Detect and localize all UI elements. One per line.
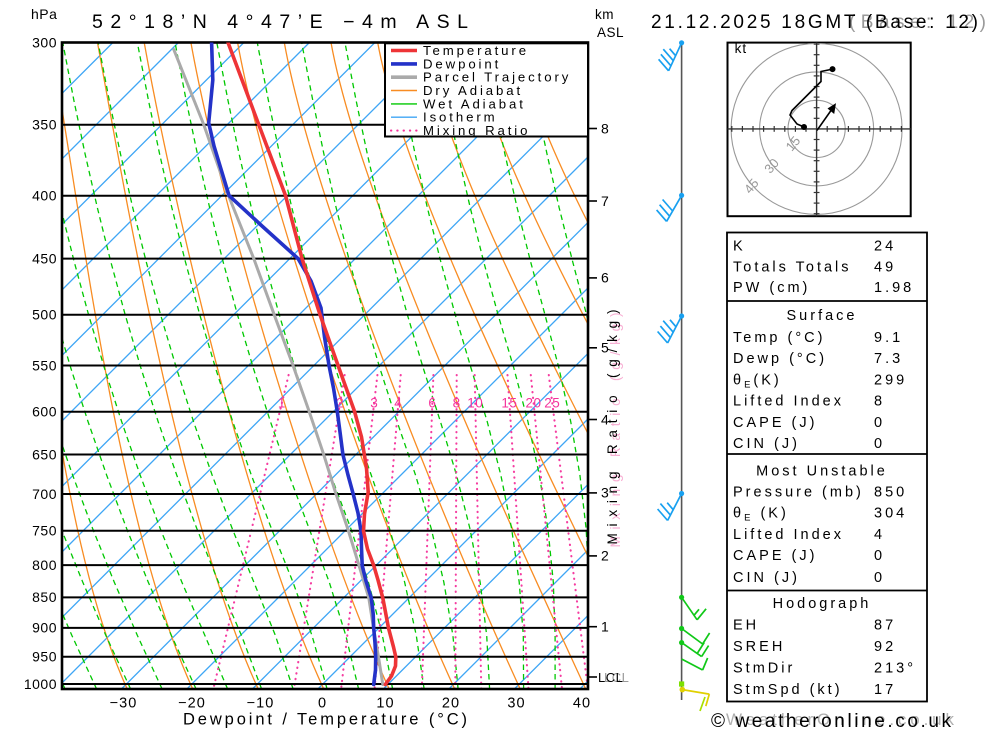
svg-text:Temp (°C): Temp (°C) <box>733 330 825 346</box>
svg-text:Isotherm: Isotherm <box>423 110 498 125</box>
svg-text:Mixing Ratio: Mixing Ratio <box>423 123 530 138</box>
svg-text:Surface: Surface <box>787 308 858 324</box>
svg-text:400: 400 <box>32 188 57 204</box>
svg-text:950: 950 <box>32 649 57 665</box>
svg-text:PW (cm): PW (cm) <box>733 280 810 296</box>
svg-text:1: 1 <box>601 619 609 635</box>
svg-text:Lifted Index: Lifted Index <box>733 394 844 410</box>
svg-text:15: 15 <box>501 396 517 411</box>
svg-text:CIN (J): CIN (J) <box>733 436 800 452</box>
svg-text:20: 20 <box>442 696 460 712</box>
svg-text:CIN (J): CIN (J) <box>733 570 800 586</box>
svg-text:0: 0 <box>874 548 885 564</box>
svg-text:LCL: LCL <box>598 670 623 685</box>
svg-text:CAPE (J): CAPE (J) <box>733 548 817 564</box>
svg-text:3: 3 <box>370 396 378 411</box>
svg-text:92: 92 <box>874 639 896 655</box>
svg-text:StmSpd (kt): StmSpd (kt) <box>733 682 843 698</box>
svg-text:Temperature: Temperature <box>423 43 529 58</box>
svg-text:49: 49 <box>874 260 896 276</box>
svg-text:6: 6 <box>601 270 609 286</box>
svg-text:WeatherOnline.co.uk: WeatherOnline.co.uk <box>726 710 955 729</box>
svg-text:0: 0 <box>874 415 885 431</box>
svg-text:850: 850 <box>874 485 907 501</box>
svg-text:0: 0 <box>874 570 885 586</box>
svg-text:6: 6 <box>428 396 436 411</box>
svg-text:Wet Adiabat: Wet Adiabat <box>423 96 526 111</box>
svg-text:1: 1 <box>278 396 286 411</box>
svg-text:−20: −20 <box>178 696 206 712</box>
svg-text:Pressure (mb): Pressure (mb) <box>733 485 864 501</box>
svg-text:8: 8 <box>453 396 461 411</box>
svg-text:km: km <box>595 7 614 22</box>
svg-text:Dewpoint / Temperature (°C): Dewpoint / Temperature (°C) <box>183 711 467 729</box>
svg-text:Hodograph: Hodograph <box>773 596 872 612</box>
svg-text:−10: −10 <box>247 696 275 712</box>
svg-text:40: 40 <box>573 696 591 712</box>
svg-text:850: 850 <box>32 589 57 605</box>
svg-text:3: 3 <box>601 485 609 501</box>
svg-text:30: 30 <box>507 696 525 712</box>
svg-text:8: 8 <box>874 394 885 410</box>
svg-text:450: 450 <box>32 250 57 266</box>
svg-text:304: 304 <box>874 506 907 522</box>
svg-text:7.3: 7.3 <box>874 351 903 367</box>
svg-text:750: 750 <box>32 523 57 539</box>
svg-text:Most Unstable: Most Unstable <box>756 464 888 480</box>
svg-text:© weatheronline.co.uk: © weatheronline.co.uk <box>711 711 952 732</box>
svg-text:300: 300 <box>32 34 57 50</box>
svg-text:5: 5 <box>601 340 609 356</box>
svg-text:K: K <box>733 238 746 254</box>
svg-text:1000: 1000 <box>24 676 57 692</box>
svg-text:LCL: LCL <box>604 670 629 685</box>
svg-text:10: 10 <box>467 396 483 411</box>
svg-text:25: 25 <box>544 396 560 411</box>
svg-text:10: 10 <box>376 696 394 712</box>
svg-text:Lifted Index: Lifted Index <box>733 527 844 543</box>
svg-text:kt: kt <box>735 41 748 56</box>
svg-text:2: 2 <box>336 396 344 411</box>
svg-text:20: 20 <box>525 396 541 411</box>
svg-text:900: 900 <box>32 620 57 636</box>
svg-text:CAPE (J): CAPE (J) <box>733 415 817 431</box>
svg-text:650: 650 <box>32 446 57 462</box>
svg-text:600: 600 <box>32 404 57 420</box>
svg-text:Parcel Trajectory: Parcel Trajectory <box>423 70 571 85</box>
svg-text:4: 4 <box>601 411 609 427</box>
svg-text:17: 17 <box>874 682 896 698</box>
svg-text:Totals Totals: Totals Totals <box>733 260 852 276</box>
svg-text:700: 700 <box>32 486 57 502</box>
svg-text:StmDir: StmDir <box>733 661 795 677</box>
svg-text:SREH: SREH <box>733 639 785 655</box>
svg-text:7: 7 <box>601 193 609 209</box>
svg-text:θE (K): θE (K) <box>733 506 789 524</box>
svg-text:hPa: hPa <box>31 6 57 22</box>
svg-text:800: 800 <box>32 557 57 573</box>
svg-text:EH: EH <box>733 617 759 633</box>
svg-text:9.1: 9.1 <box>874 330 903 346</box>
svg-text:1.98: 1.98 <box>874 280 914 296</box>
svg-text:213°: 213° <box>874 661 916 677</box>
svg-text:ASL: ASL <box>597 25 624 40</box>
svg-text:4: 4 <box>394 396 402 411</box>
svg-text:Dewpoint: Dewpoint <box>423 56 501 71</box>
svg-text:Dewp (°C): Dewp (°C) <box>733 351 827 367</box>
svg-text:8: 8 <box>601 120 609 136</box>
svg-text:(Base: 12): (Base: 12) <box>849 12 986 33</box>
svg-text:θE(K): θE(K) <box>733 372 782 390</box>
svg-text:4: 4 <box>874 527 885 543</box>
svg-text:87: 87 <box>874 617 896 633</box>
svg-text:350: 350 <box>32 117 57 133</box>
svg-text:24: 24 <box>874 238 896 254</box>
svg-text:Dry Adiabat: Dry Adiabat <box>423 83 523 98</box>
svg-text:0: 0 <box>874 436 885 452</box>
svg-text:500: 500 <box>32 307 57 323</box>
svg-text:−30: −30 <box>110 696 138 712</box>
svg-text:21.12.2025 18GMT (Base: 12): 21.12.2025 18GMT (Base: 12) <box>651 12 978 33</box>
svg-text:0: 0 <box>318 696 327 712</box>
svg-text:550: 550 <box>32 357 57 373</box>
svg-text:299: 299 <box>874 372 907 388</box>
svg-text:2: 2 <box>601 548 609 564</box>
